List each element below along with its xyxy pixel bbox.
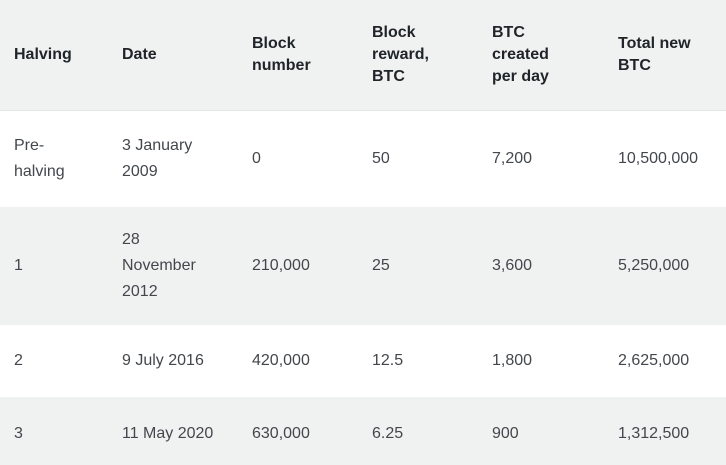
cell-date: 11 May 2020 bbox=[122, 397, 252, 465]
column-header-halving: Halving bbox=[0, 0, 122, 111]
cell-total-new-btc: 2,625,000 bbox=[618, 325, 726, 397]
cell-halving: Pre-halving bbox=[0, 110, 122, 207]
cell-block-number: 420,000 bbox=[252, 325, 372, 397]
cell-block-reward: 50 bbox=[372, 110, 492, 207]
header-row: Halving Date Block number Block reward, … bbox=[0, 0, 726, 111]
cell-halving: 3 bbox=[0, 397, 122, 465]
table-row-halving-2: 2 9 July 2016 420,000 12.5 1,800 2,625,0… bbox=[0, 325, 726, 397]
cell-date: 9 July 2016 bbox=[122, 325, 252, 397]
cell-btc-per-day: 1,800 bbox=[492, 325, 618, 397]
cell-date: 3 January 2009 bbox=[122, 110, 252, 207]
cell-total-new-btc: 1,312,500 bbox=[618, 397, 726, 465]
cell-btc-per-day: 3,600 bbox=[492, 207, 618, 325]
column-header-block-reward: Block reward, BTC bbox=[372, 0, 492, 111]
cell-date: 28 November 2012 bbox=[122, 207, 252, 325]
column-header-block-number: Block number bbox=[252, 0, 372, 111]
cell-btc-per-day: 7,200 bbox=[492, 110, 618, 207]
cell-btc-per-day: 900 bbox=[492, 397, 618, 465]
column-header-btc-per-day: BTC created per day bbox=[492, 0, 618, 111]
cell-halving: 2 bbox=[0, 325, 122, 397]
table-row-halving-3: 3 11 May 2020 630,000 6.25 900 1,312,500 bbox=[0, 397, 726, 465]
cell-block-reward: 6.25 bbox=[372, 397, 492, 465]
cell-block-reward: 12.5 bbox=[372, 325, 492, 397]
cell-block-reward: 25 bbox=[372, 207, 492, 325]
cell-halving: 1 bbox=[0, 207, 122, 325]
cell-block-number: 210,000 bbox=[252, 207, 372, 325]
table-header: Halving Date Block number Block reward, … bbox=[0, 0, 726, 111]
column-header-date: Date bbox=[122, 0, 252, 111]
cell-block-number: 0 bbox=[252, 110, 372, 207]
cell-total-new-btc: 10,500,000 bbox=[618, 110, 726, 207]
table-row-halving-1: 1 28 November 2012 210,000 25 3,600 5,25… bbox=[0, 207, 726, 325]
table-body: Pre-halving 3 January 2009 0 50 7,200 10… bbox=[0, 110, 726, 465]
column-header-total-new-btc: Total new BTC bbox=[618, 0, 726, 111]
cell-total-new-btc: 5,250,000 bbox=[618, 207, 726, 325]
table-row-pre-halving: Pre-halving 3 January 2009 0 50 7,200 10… bbox=[0, 110, 726, 207]
cell-block-number: 630,000 bbox=[252, 397, 372, 465]
